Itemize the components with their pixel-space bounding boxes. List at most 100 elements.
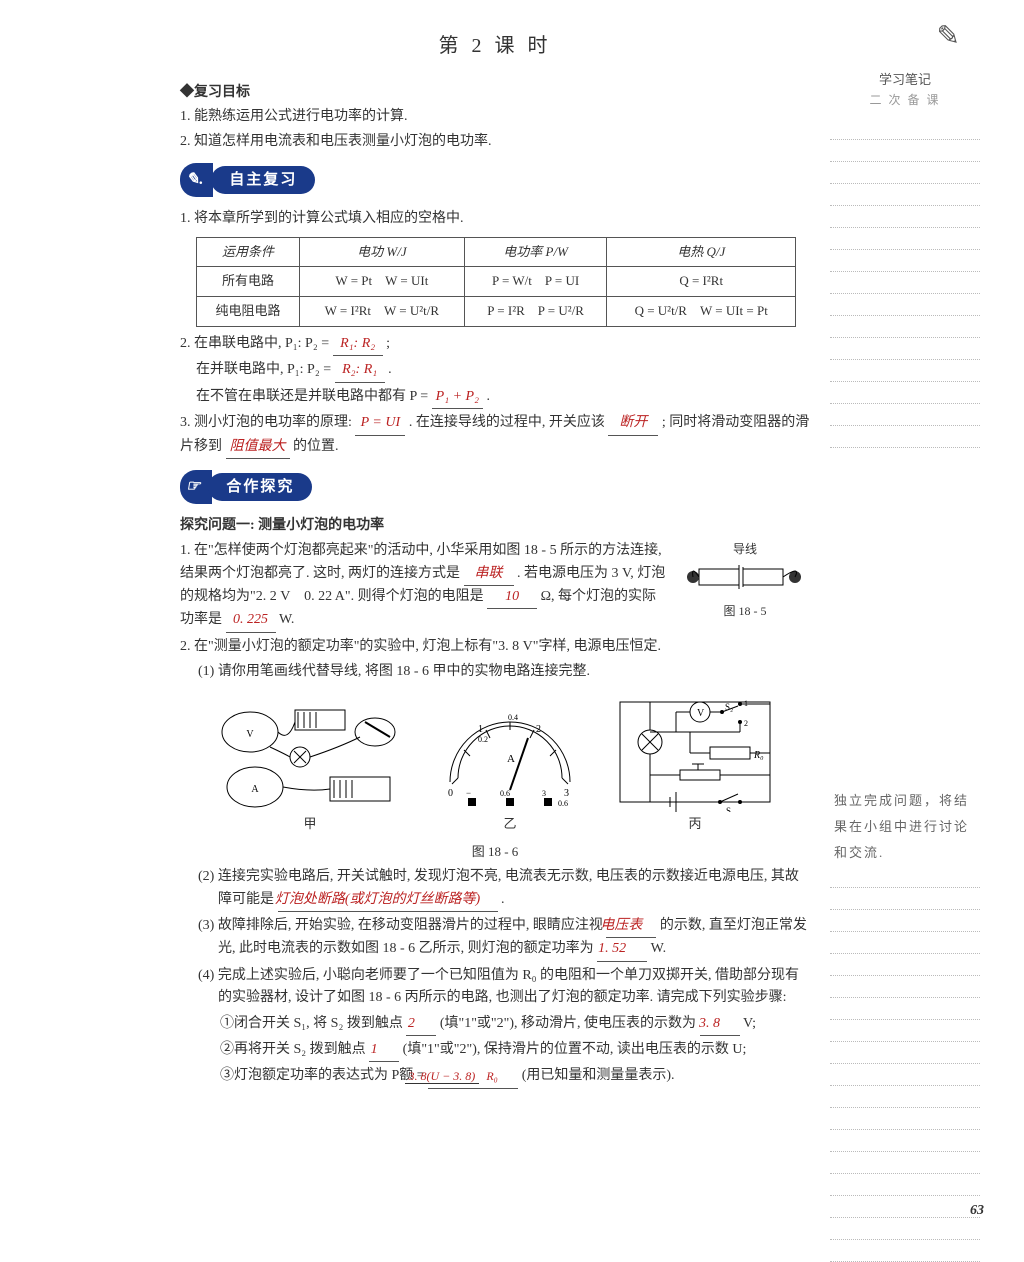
figure-18-6-b: 0 1 0.2 0.4 2 3 0.6 A − 0.6	[430, 702, 590, 835]
fig18-5-label: 图 18 - 5	[680, 602, 810, 621]
table-header-row: 运用条件 电功 W/J 电功率 P/W 电热 Q/J	[197, 237, 796, 267]
svg-text:1: 1	[478, 724, 483, 735]
note-line[interactable]	[830, 1130, 980, 1152]
blank-answer[interactable]: 2	[406, 1013, 436, 1036]
note-line[interactable]	[830, 1042, 980, 1064]
td: 所有电路	[197, 267, 300, 297]
note-line[interactable]	[830, 1174, 980, 1196]
note-line[interactable]	[830, 206, 980, 228]
note-line[interactable]	[830, 932, 980, 954]
text: ③灯泡额定功率的表达式为 P额 =	[220, 1068, 428, 1083]
blank-answer[interactable]: 断开	[608, 412, 658, 435]
figure-18-6-a: V A	[210, 692, 410, 835]
blank-answer[interactable]: 串联	[464, 563, 514, 586]
note-line[interactable]	[830, 316, 980, 338]
note-line[interactable]	[830, 140, 980, 162]
blank-answer[interactable]: 3. 8	[700, 1013, 740, 1036]
hand-icon: ☞	[186, 474, 200, 500]
note-line[interactable]	[830, 998, 980, 1020]
goals-heading: ◆复习目标	[180, 82, 810, 104]
th-heat: 电热 Q/J	[607, 237, 796, 267]
note-line[interactable]	[830, 228, 980, 250]
blank-answer[interactable]: 1. 52	[597, 938, 647, 961]
th-work: 电功 W/J	[299, 237, 464, 267]
note-line[interactable]	[830, 1218, 980, 1240]
book-pen-icon: ✎	[937, 15, 960, 60]
blank-answer[interactable]: 电压表	[606, 915, 656, 938]
s2-q2-3: (3) 故障排除后, 开始实验, 在移动变阻器滑片的过程中, 眼睛应注视 电压表…	[180, 915, 810, 962]
note-line[interactable]	[830, 162, 980, 184]
note-line[interactable]	[830, 360, 980, 382]
fraction: 3. 8(U − 3. 8) R₀	[425, 1070, 502, 1083]
svg-text:V: V	[246, 729, 254, 740]
svg-text:3: 3	[542, 789, 546, 798]
battery-wire-icon	[685, 559, 805, 595]
td: Q = U²t/R W = UIt = Pt	[607, 297, 796, 327]
banner-self-review: ✎. 自主复习	[180, 163, 329, 197]
svg-text:0.6: 0.6	[500, 789, 510, 798]
circuit-physical-icon: V A	[210, 692, 410, 812]
text: W.	[279, 612, 294, 627]
sidebar-title: 学习笔记	[830, 70, 980, 91]
svg-text:2: 2	[744, 719, 748, 728]
note-line[interactable]	[830, 1196, 980, 1218]
s1-q2-line3: 在不管在串联还是并联电路中都有 P = P₁ + P₂ .	[180, 386, 810, 409]
note-line[interactable]	[830, 866, 980, 888]
td: W = I²Rt W = U²t/R	[299, 297, 464, 327]
text: 的位置.	[293, 439, 339, 454]
blank-answer[interactable]: P = UI	[355, 412, 405, 435]
note-line[interactable]	[830, 954, 980, 976]
s2-q2-4-step1: ①闭合开关 S₁, 将 S₂ 拨到触点 2 (填"1"或"2"), 移动滑片, …	[180, 1013, 810, 1036]
note-line[interactable]	[830, 1086, 980, 1108]
blank-answer[interactable]: R₂: R₁	[335, 359, 385, 382]
blank-answer[interactable]: 10	[487, 586, 537, 609]
td: P = W/t P = UI	[464, 267, 607, 297]
note-line[interactable]	[830, 1108, 980, 1130]
note-line[interactable]	[830, 250, 980, 272]
s2-q2-4: (4) 完成上述实验后, 小聪向老师要了一个已知阻值为 R₀ 的电阻和一个单刀双…	[180, 965, 810, 1010]
text: 2. 在串联电路中, P₁: P₂ =	[180, 336, 333, 351]
note-line[interactable]	[830, 338, 980, 360]
text: 在并联电路中, P₁: P₂ =	[196, 362, 335, 377]
blank-answer[interactable]: 0. 225	[226, 609, 276, 632]
note-line[interactable]	[830, 272, 980, 294]
note-line[interactable]	[830, 184, 980, 206]
sidebar-notes: ✎ 学习笔记 二 次 备 课 独立完成问题，将结果在小组中进行讨论和交流.	[820, 30, 990, 1262]
section2-content: 探究问题一: 测量小灯泡的电功率 导线 图 18 - 5 1. 在"怎样使两个灯…	[180, 515, 810, 1092]
blank-answer[interactable]: 灯泡处断路(或灯泡的灯丝断路等)	[278, 889, 498, 912]
note-line[interactable]	[830, 294, 980, 316]
blank-answer[interactable]: 阻值最大	[226, 436, 290, 459]
fig-c-label: 丙	[610, 814, 780, 835]
s2-q2-4-step3: ③灯泡额定功率的表达式为 P额 = 3. 8(U − 3. 8) R₀ (用已知…	[180, 1065, 810, 1088]
page-number: 63	[970, 1200, 984, 1222]
note-line[interactable]	[830, 1020, 980, 1042]
blank-answer[interactable]: P₁ + P₂	[432, 386, 483, 409]
note-line[interactable]	[830, 888, 980, 910]
td: 纯电阻电路	[197, 297, 300, 327]
blank-answer[interactable]: 1	[369, 1039, 399, 1062]
svg-text:3: 3	[564, 788, 569, 799]
text: W.	[651, 941, 666, 956]
note-line[interactable]	[830, 976, 980, 998]
text: (填"1"或"2"), 移动滑片, 使电压表的示数为	[440, 1016, 700, 1031]
formula-table: 运用条件 电功 W/J 电功率 P/W 电热 Q/J 所有电路 W = Pt W…	[196, 237, 796, 327]
svg-text:0.4: 0.4	[508, 713, 518, 722]
note-line[interactable]	[830, 1240, 980, 1262]
sidebar-note-text: 独立完成问题，将结果在小组中进行讨论和交流.	[830, 788, 980, 866]
page-root: 第 2 课 时 ◆复习目标 1. 能熟练运用公式进行电功率的计算. 2. 知道怎…	[0, 0, 1024, 1262]
note-line[interactable]	[830, 1152, 980, 1174]
note-line[interactable]	[830, 1064, 980, 1086]
fraction-denominator: R₀	[482, 1069, 502, 1083]
figure-18-5: 导线 图 18 - 5	[680, 540, 810, 621]
note-line[interactable]	[830, 426, 980, 448]
blank-answer[interactable]: R₁: R₂	[333, 333, 383, 356]
text: (3) 故障排除后, 开始实验, 在移动变阻器滑片的过程中, 眼睛应注视	[198, 918, 606, 933]
s2-q2-4-step2: ②再将开关 S₂ 拨到触点 1 (填"1"或"2"), 保持滑片的位置不动, 读…	[180, 1039, 810, 1062]
note-line[interactable]	[830, 404, 980, 426]
section1-content: 1. 将本章所学到的计算公式填入相应的空格中. 运用条件 电功 W/J 电功率 …	[180, 208, 810, 459]
svg-text:A: A	[507, 753, 515, 765]
note-line[interactable]	[830, 118, 980, 140]
note-line[interactable]	[830, 382, 980, 404]
blank-answer-fraction[interactable]: 3. 8(U − 3. 8) R₀	[428, 1065, 518, 1088]
note-line[interactable]	[830, 910, 980, 932]
